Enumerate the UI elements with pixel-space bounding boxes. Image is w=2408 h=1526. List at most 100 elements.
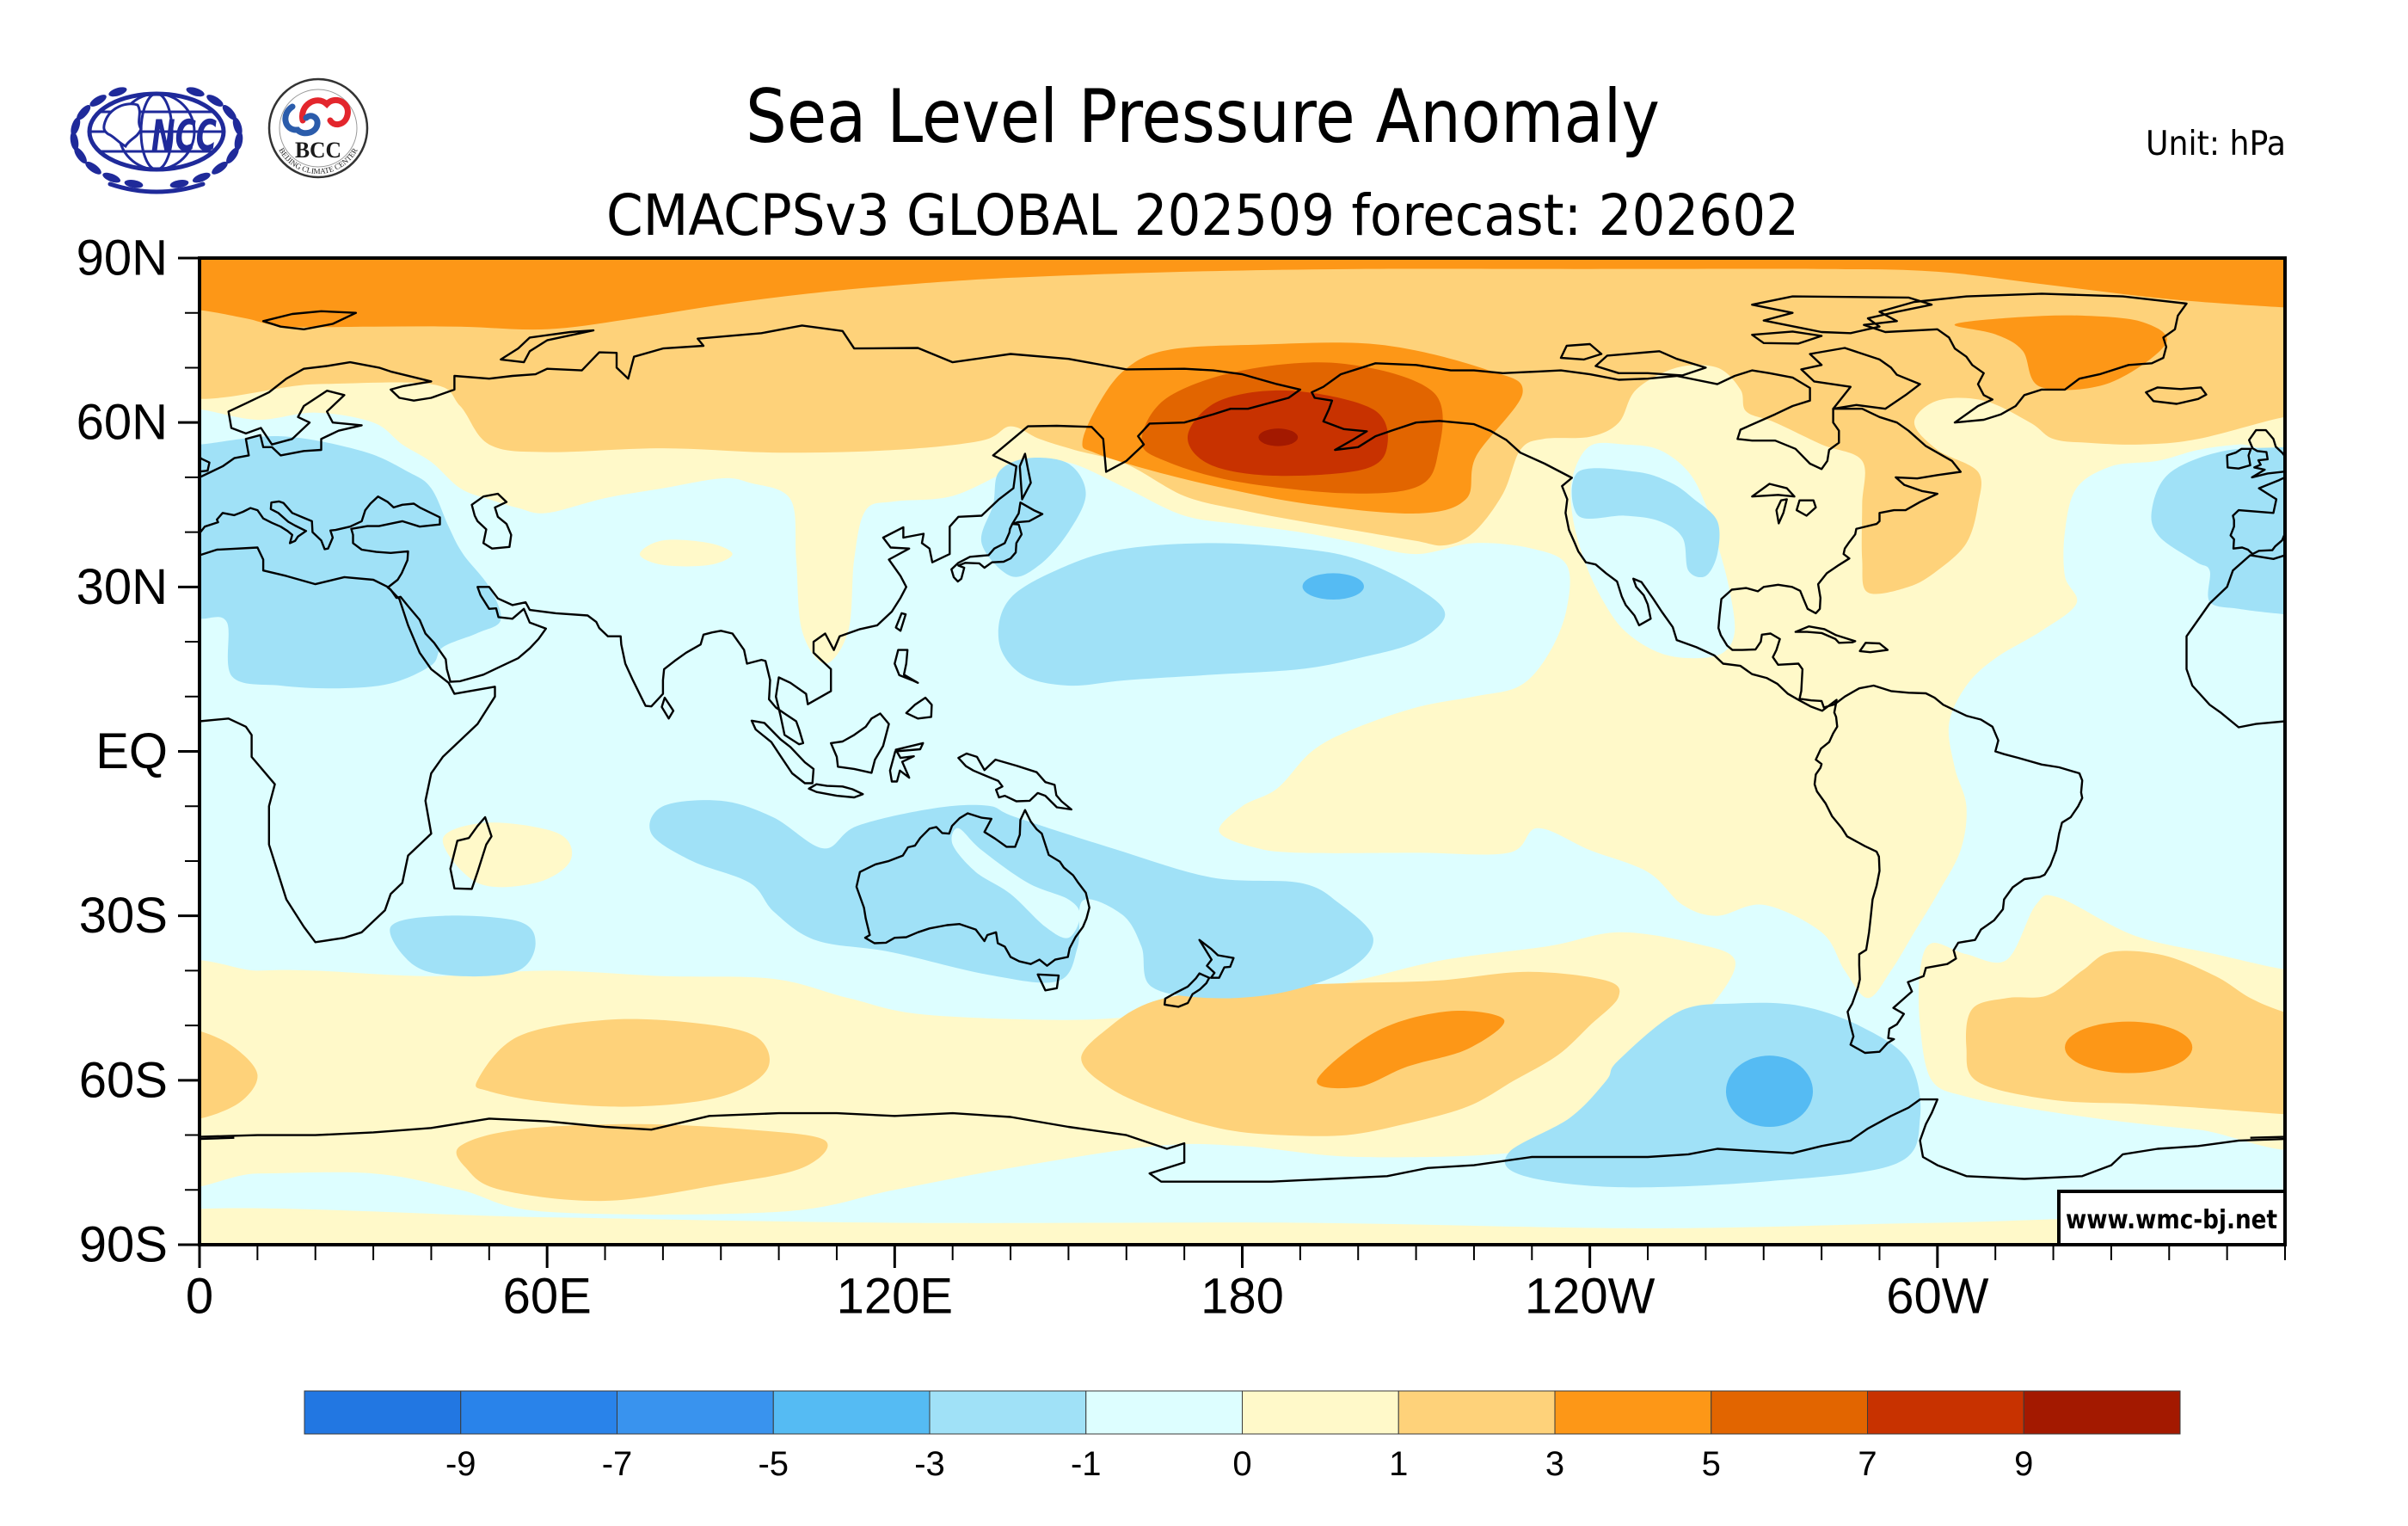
contour-region-3-to-5 — [2065, 1021, 2193, 1074]
bcc-logo: BCC BEIJING CLIMATE CENTER — [267, 77, 369, 179]
contour-region-minus3-to-minus1 — [390, 915, 536, 977]
coastline-victoria-island — [1594, 350, 1707, 377]
laurel-leaf-icon — [108, 87, 127, 97]
coastline-svalbard — [261, 310, 358, 330]
lon-tick-label: 0 — [186, 1269, 213, 1325]
coastline-sri-lanka — [660, 696, 675, 720]
laurel-leaf-icon — [70, 132, 79, 151]
contour-region-0-to-1 — [442, 822, 573, 888]
laurel-leaf-icon — [85, 161, 101, 175]
laurel-leaf-icon — [124, 179, 144, 188]
lon-tick-label: 120E — [837, 1269, 953, 1325]
watermark-box: www.wmc-bj.net — [2057, 1190, 2287, 1246]
colorbar-swatch — [1398, 1390, 1556, 1435]
contour-region-minus3-to-minus1 — [1504, 1002, 1921, 1188]
coastline-novaya-zemlya — [500, 329, 595, 364]
coastline-south-america — [1813, 684, 2084, 1055]
colorbar-label: 0 — [1232, 1445, 1251, 1483]
coastline-tasmania — [1036, 973, 1060, 992]
contour-region-minus3-to-minus1 — [200, 436, 501, 689]
coastline-africa — [200, 546, 496, 944]
chart-title: Sea Level Pressure Anomaly — [746, 74, 1660, 160]
laurel-leaf-icon — [206, 95, 224, 107]
colorbar-label: 1 — [1389, 1445, 1408, 1483]
coastline-nz-north — [1198, 938, 1235, 979]
watermark-url: www.wmc-bj.net — [2066, 1205, 2277, 1235]
contour-region-minus3-to-minus1 — [649, 800, 1373, 999]
coastline-japan-honshu — [950, 522, 1023, 583]
lon-tick-label: 180 — [1201, 1269, 1284, 1325]
bcc-logo-inner-ring — [279, 89, 358, 168]
coastline-eurasia — [200, 324, 1302, 746]
contour-region-3-to-5 — [1317, 1011, 1505, 1089]
laurel-leaf-icon — [186, 87, 205, 97]
coastline-baffin — [1800, 347, 1921, 410]
colorbar: -9 -7 -5 -3 -1 0 1 3 5 7 9 — [304, 1390, 2181, 1483]
laurel-leaf-icon — [89, 95, 107, 107]
colorbar-label: 9 — [2014, 1445, 2033, 1483]
laurel-ribbon-icon — [108, 182, 206, 194]
laurel-leaf-icon — [74, 147, 87, 164]
contour-region-1-to-3 — [200, 1031, 258, 1119]
contour-region-0-to-1 — [639, 539, 733, 567]
lat-tick-label: 30N — [77, 559, 168, 615]
contour-region-minus3-to-minus1 — [1571, 468, 1720, 578]
colorbar-label: 3 — [1545, 1445, 1564, 1483]
contour-region-1-to-3 — [456, 1123, 828, 1202]
bcc-blue-cloud-icon — [282, 103, 321, 137]
contour-region-minus3-to-minus1 — [980, 457, 1086, 577]
unit-label: Unit: hPa — [2146, 125, 2286, 163]
coastline-nz-south — [1164, 972, 1211, 1008]
map-plot-area — [200, 258, 2285, 1245]
laurel-leaf-icon — [169, 179, 189, 188]
coastline-luzon — [894, 649, 919, 684]
laurel-leaf-icon — [234, 132, 243, 151]
coastline-sulawesi — [888, 741, 924, 783]
contour-region-3-to-5 — [200, 258, 2285, 330]
colorbar-label: -3 — [914, 1445, 945, 1483]
colorbar-swatch — [1554, 1390, 1712, 1435]
lon-tick-label: 60W — [1886, 1269, 1989, 1325]
coastline-taiwan — [894, 612, 907, 632]
colorbar-swatch — [460, 1390, 617, 1435]
laurel-wreath-icon — [70, 87, 243, 194]
coastline-mindanao — [905, 696, 933, 720]
chart-subtitle: CMACPSv3 GLOBAL 202509 forecast: 202602 — [606, 182, 1799, 249]
coastlines — [200, 292, 2285, 1183]
contour-region-minus5-to-minus3 — [1302, 573, 1364, 600]
contour-region-minus3-to-minus1 — [2151, 446, 2285, 615]
coastline-lake-michigan — [1775, 498, 1788, 525]
coastline-iceland — [2145, 386, 2208, 405]
colorbar-swatch — [1085, 1390, 1243, 1435]
coastline-new-guinea — [957, 752, 1072, 811]
contour-region-9-to-open — [1258, 428, 1299, 446]
coastline-hokkaido — [1010, 501, 1044, 526]
colorbar-swatch — [772, 1390, 931, 1435]
coastline-caspian-sea — [470, 492, 513, 550]
colorbar-swatch — [929, 1390, 1087, 1435]
colorbar-swatch — [1242, 1390, 1399, 1435]
laurel-leaf-icon — [222, 105, 236, 120]
globe-continent-icon — [102, 102, 143, 149]
laurel-leaf-icon — [226, 147, 239, 164]
coastline-java — [808, 783, 864, 799]
coastline-greenland — [1863, 292, 2188, 424]
coastline-devon-island — [1751, 330, 1823, 345]
coastline-ireland — [2226, 447, 2252, 470]
laurel-leaf-icon — [77, 105, 91, 120]
contour-region-0-to-1 — [200, 1208, 2285, 1245]
coastline-sumatra — [750, 719, 815, 785]
coastline-lake-huron — [1795, 499, 1817, 517]
contour-region-minus5-to-minus3 — [1725, 1055, 1814, 1127]
coastline-great-britain — [2248, 428, 2285, 479]
lat-tick-label: 60S — [79, 1052, 168, 1108]
coastline-lake-superior — [1751, 483, 1796, 498]
lon-tick-label: 120W — [1525, 1269, 1656, 1325]
map-axes: 0 60E 120E 180 120W 60W 90N 60N 30N EQ 30S 60S 90S — [77, 231, 2286, 1325]
coastline-hispaniola — [1858, 642, 1889, 654]
coastline-sakhalin — [1018, 452, 1032, 501]
colorbar-swatch — [617, 1390, 774, 1435]
colorbar-label: 5 — [1702, 1445, 1721, 1483]
coastline-australia — [855, 809, 1090, 967]
